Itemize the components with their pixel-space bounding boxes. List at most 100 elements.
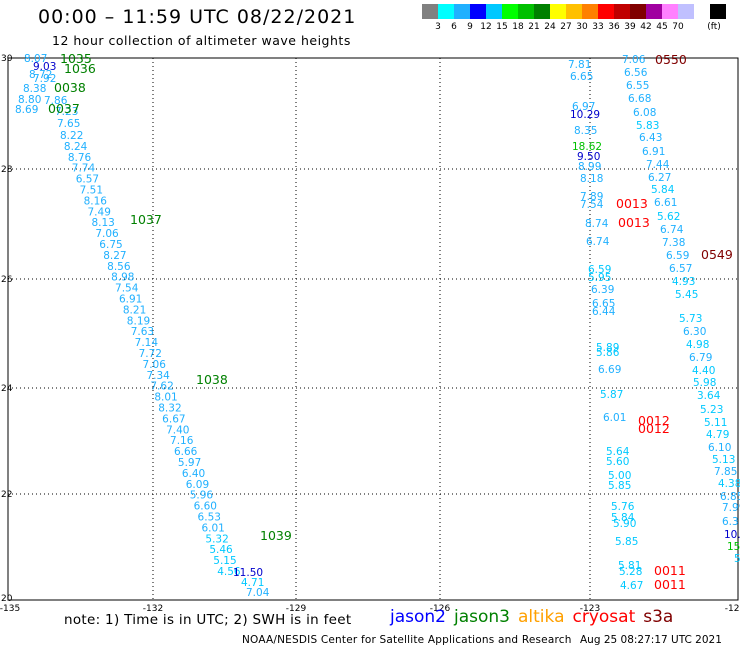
- wave-height-reading: 6.53: [198, 512, 221, 524]
- wave-height-reading: 6.69: [598, 364, 621, 376]
- wave-height-reading: 6.27: [648, 172, 671, 184]
- wave-height-reading: 6.56: [624, 67, 648, 79]
- scale-unit: (ft): [707, 22, 721, 32]
- wave-height-reading: 4.71: [241, 577, 264, 589]
- scale-label: 70: [672, 22, 684, 32]
- latitude-tick-label: 20: [1, 594, 13, 604]
- wave-height-reading: 8.56: [107, 261, 131, 273]
- pass-time-label: 1037: [130, 212, 162, 227]
- wave-height-reading: 5.13: [712, 454, 735, 466]
- scale-label: 18: [512, 22, 524, 32]
- scale-label: 6: [451, 22, 457, 32]
- scale-label: 36: [608, 22, 620, 32]
- wave-height-reading: 10.29: [570, 109, 600, 121]
- wave-height-reading: 6.68: [628, 93, 651, 105]
- wave-height-reading: 8.07: [24, 53, 47, 65]
- scale-label: 21: [528, 22, 540, 32]
- wave-height-reading: 6.09: [186, 479, 209, 491]
- wave-height-reading: 5.96: [190, 490, 214, 502]
- wave-height-reading: 5.64: [606, 446, 630, 458]
- scale-swatch: [678, 4, 694, 19]
- wave-height-reading: 6.57: [669, 263, 692, 275]
- wave-height-reading: 7.49: [88, 206, 111, 218]
- pass-time-label: 0038: [54, 80, 86, 95]
- scale-label: 30: [576, 22, 588, 32]
- scale-swatch: [422, 4, 438, 19]
- wave-height-reading: 6.10: [708, 442, 731, 454]
- wave-height-reading: 5.76: [611, 501, 635, 513]
- scale-swatch: [630, 4, 646, 19]
- wave-height-reading: 6.59: [588, 264, 611, 276]
- wave-height-reading: 5.97: [178, 457, 201, 469]
- wave-height-reading: 8.19: [127, 315, 150, 327]
- wave-height-reading: 7.89: [580, 191, 603, 203]
- wave-height-reading: 6.43: [639, 132, 662, 144]
- wave-height-reading: 6.67: [162, 413, 185, 425]
- scale-label: 42: [640, 22, 652, 32]
- wave-height-reading: 7.86: [44, 95, 68, 107]
- wave-height-reading: 5.45: [675, 289, 698, 301]
- wave-height-reading: 6.79: [689, 352, 712, 364]
- wave-height-reading: 6.65: [570, 71, 593, 83]
- latitude-tick-label: 26: [1, 275, 13, 285]
- pass-time-label: 0013: [616, 196, 648, 211]
- map-frame: [7, 57, 739, 601]
- wave-height-reading: 5.15: [213, 555, 236, 567]
- scale-label: 15: [496, 22, 508, 32]
- longitude-tick-label: -135: [0, 604, 20, 614]
- wave-height-reading: 6.55: [626, 80, 649, 92]
- satellite-legend-item: altika: [518, 607, 565, 627]
- wave-height-reading: 6.65: [592, 298, 615, 310]
- wave-height-reading: 5.00: [608, 470, 631, 482]
- wave-height-reading: 8.01: [154, 392, 177, 404]
- wave-height-reading: 7.04: [246, 587, 270, 599]
- wave-height-reading: 6.74: [660, 224, 684, 236]
- pass-time-label: 0037: [48, 101, 80, 116]
- map-subtitle: 12 hour collection of altimeter wave hei…: [52, 33, 351, 48]
- pass-time-label: 0011: [654, 577, 686, 592]
- wave-height-reading: 8.74: [585, 218, 609, 230]
- wave-height-reading: 3.64: [697, 390, 721, 402]
- wave-height-reading: 5.95: [588, 272, 611, 284]
- wave-height-reading: 7.34: [146, 370, 170, 382]
- wave-height-reading: 8.13: [91, 217, 114, 229]
- scale-swatch: [454, 4, 470, 19]
- scale-swatch: [566, 4, 582, 19]
- wave-height-reading: 8.24: [64, 141, 88, 153]
- wave-height-reading: 7.40: [166, 424, 189, 436]
- wave-height-reading: 7.92: [33, 73, 56, 85]
- scale-label: 9: [467, 22, 473, 32]
- scale-swatch: [518, 4, 534, 19]
- axis-ticks: -135 -132 -129 -126 -123 -120 30 28 26 24 22 20: [0, 54, 740, 614]
- wave-height-reading: 8.38: [23, 83, 46, 95]
- wave-height-reading: 7.23: [55, 106, 78, 118]
- wave-height-reading: 6.59: [666, 250, 689, 262]
- latitude-tick-label: 24: [1, 384, 13, 394]
- longitude-tick-label: -132: [143, 604, 163, 614]
- wave-height-reading: 6.44: [592, 306, 616, 318]
- wave-height-reading: 8.27: [103, 250, 126, 262]
- wave-height-reading: 5.32: [205, 533, 228, 545]
- wave-height-reading: 8.16: [84, 195, 108, 207]
- pass-time-label: 1036: [64, 61, 96, 76]
- wave-height-reading: 5.85: [608, 480, 631, 492]
- wave-height-reading: 7.65: [57, 118, 80, 130]
- wave-height-reading: 4.56: [217, 566, 241, 578]
- scale-swatch: [646, 4, 662, 19]
- scale-swatch: [598, 4, 614, 19]
- wave-height-reading: 8.80: [18, 94, 41, 106]
- wave-height-reading: 6.85: [720, 491, 740, 503]
- pass-time-label: 0012: [638, 413, 670, 428]
- wave-height-reading: 4.93: [672, 276, 695, 288]
- wave-height-reading: 7.85: [714, 466, 737, 478]
- wave-height-reading: 6.61: [654, 197, 677, 209]
- wave-height-reading: 7.54: [115, 283, 139, 295]
- wave-height-reading: 7.54: [580, 199, 604, 211]
- wave-height-reading: 8.35: [574, 125, 597, 137]
- satellite-legend-item: s3a: [643, 607, 674, 627]
- wave-height-reading: 7.81: [568, 59, 591, 71]
- wave-height-reading: 4.79: [706, 429, 729, 441]
- wave-height-reading: 7.16: [170, 435, 194, 447]
- wave-height-reading: 5.46: [209, 544, 233, 556]
